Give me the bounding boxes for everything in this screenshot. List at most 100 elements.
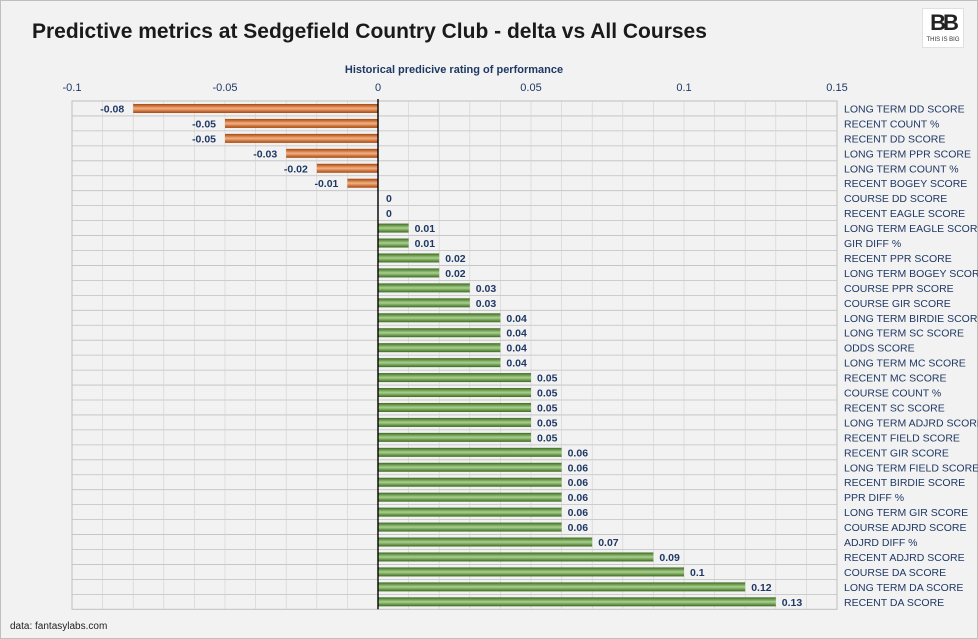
bar — [378, 313, 501, 323]
category-label: RECENT ADJRD SCORE — [844, 552, 965, 564]
bar — [378, 298, 470, 308]
category-label: RECENT SC SCORE — [844, 402, 945, 414]
bar — [378, 417, 531, 427]
bar — [378, 432, 531, 442]
data-label: 0.03 — [476, 298, 497, 310]
category-label: LONG TERM DD SCORE — [844, 103, 965, 115]
category-label: PPR DIFF % — [844, 492, 904, 504]
data-label: 0.05 — [537, 388, 558, 400]
category-label: COURSE DA SCORE — [844, 567, 946, 579]
data-label: 0.05 — [537, 432, 558, 444]
data-label: 0.02 — [445, 268, 466, 280]
category-label: LONG TERM DA SCORE — [844, 582, 963, 594]
bar — [378, 492, 562, 502]
bar — [378, 283, 470, 293]
category-label: RECENT COUNT % — [844, 118, 939, 130]
category-label: RECENT BIRDIE SCORE — [844, 477, 965, 489]
category-label: LONG TERM SC SCORE — [844, 328, 964, 340]
category-label: RECENT EAGLE SCORE — [844, 208, 965, 220]
bar — [347, 178, 378, 188]
data-label: 0.05 — [537, 402, 558, 414]
category-label: RECENT BOGEY SCORE — [844, 178, 967, 190]
data-label: -0.03 — [253, 148, 277, 160]
data-label: -0.05 — [192, 133, 216, 145]
category-label: GIR DIFF % — [844, 238, 901, 250]
data-label: -0.02 — [284, 163, 308, 175]
bar — [286, 148, 378, 158]
data-label: 0.13 — [782, 597, 803, 609]
bar — [378, 343, 501, 353]
category-label: RECENT DA SCORE — [844, 597, 944, 609]
bar — [378, 328, 501, 338]
category-label: COURSE PPR SCORE — [844, 283, 954, 295]
x-tick-label: 0.1 — [676, 82, 691, 94]
bar — [225, 118, 378, 128]
category-label: LONG TERM BOGEY SCORE — [844, 268, 978, 280]
data-label: 0.06 — [568, 477, 589, 489]
bar — [378, 402, 531, 412]
data-label: 0.06 — [568, 492, 589, 504]
bar — [378, 522, 562, 532]
x-axis-title: Historical predicive rating of performan… — [345, 64, 563, 76]
x-tick-label: 0.15 — [826, 82, 847, 94]
data-label: 0.1 — [690, 567, 705, 579]
data-label: -0.01 — [314, 178, 338, 190]
bar — [316, 163, 378, 173]
x-tick-label: 0.05 — [520, 82, 541, 94]
category-label: RECENT FIELD SCORE — [844, 432, 960, 444]
data-label: 0 — [386, 208, 392, 220]
data-label: 0.04 — [506, 328, 527, 340]
brand-logo: BB THIS IS BIG — [922, 8, 964, 48]
x-tick-label: -0.1 — [63, 82, 82, 94]
category-label: ADJRD DIFF % — [844, 537, 918, 549]
x-tick-label: -0.05 — [212, 82, 237, 94]
bar — [378, 537, 593, 547]
data-label: 0 — [386, 193, 392, 205]
category-label: COURSE ADJRD SCORE — [844, 522, 967, 534]
bar — [133, 103, 378, 113]
category-label: LONG TERM ADJRD SCORE — [844, 417, 978, 429]
bar — [378, 238, 409, 248]
logo-mark: BB — [930, 10, 959, 35]
bar — [378, 462, 562, 472]
data-label: 0.06 — [568, 447, 589, 459]
bar — [378, 597, 776, 607]
category-label: COURSE COUNT % — [844, 388, 941, 400]
data-label: 0.05 — [537, 373, 558, 385]
category-label: LONG TERM BIRDIE SCORE — [844, 313, 978, 325]
logo-subtitle: THIS IS BIG — [926, 37, 960, 43]
category-label: LONG TERM GIR SCORE — [844, 507, 968, 519]
category-label: COURSE DD SCORE — [844, 193, 947, 205]
data-label: 0.01 — [415, 238, 436, 250]
bar — [378, 223, 409, 233]
category-labels: LONG TERM DD SCORE RECENT COUNT % RECENT D… — [844, 103, 978, 608]
category-label: LONG TERM MC SCORE — [844, 358, 966, 370]
chart-title: Predictive metrics at Sedgefield Country… — [32, 20, 707, 43]
data-labels: -0.08 -0.05 -0.05 -0.03 -0.02 -0.01 0 0 0.01 0.01… — [100, 103, 802, 608]
bar — [378, 358, 501, 368]
bar — [378, 477, 562, 487]
category-label: RECENT DD SCORE — [844, 133, 945, 145]
bar — [378, 582, 746, 592]
data-label: 0.06 — [568, 522, 589, 534]
data-label: -0.05 — [192, 118, 216, 130]
data-label: 0.01 — [415, 223, 436, 235]
data-label: 0.06 — [568, 507, 589, 519]
category-label: LONG TERM COUNT % — [844, 163, 959, 175]
category-label: LONG TERM PPR SCORE — [844, 148, 971, 160]
x-tick-label: 0 — [375, 82, 381, 94]
bar — [378, 507, 562, 517]
data-label: 0.03 — [476, 283, 497, 295]
bar — [378, 447, 562, 457]
data-label: 0.05 — [537, 417, 558, 429]
category-label: RECENT PPR SCORE — [844, 253, 952, 265]
category-label: LONG TERM FIELD SCORE — [844, 462, 978, 474]
data-label: 0.06 — [568, 462, 589, 474]
bar — [378, 388, 531, 398]
data-label: 0.04 — [506, 358, 527, 370]
bar — [378, 268, 440, 278]
bars — [133, 103, 776, 607]
bar — [378, 253, 440, 263]
data-label: -0.08 — [100, 103, 124, 115]
